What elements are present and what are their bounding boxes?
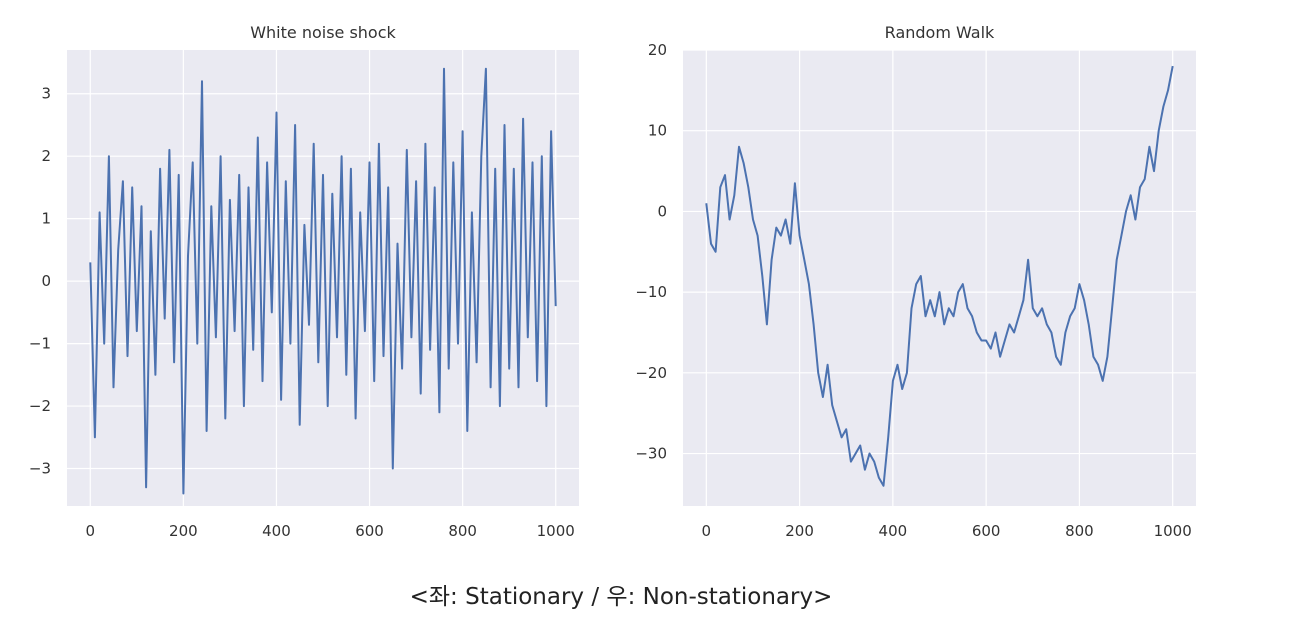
x-tick-label: 1000 — [1154, 522, 1192, 540]
chart-1: 0 200 400 600 800 1000 −3 −2 −1 0 1 2 3 White noise s… — [29, 23, 579, 540]
x-tick-label: 400 — [262, 522, 291, 540]
y-tick-label: 0 — [657, 202, 667, 220]
x-tick-label: 0 — [85, 522, 95, 540]
chart-title: White noise shock — [250, 23, 396, 42]
y-tick-label: −10 — [635, 283, 667, 301]
x-tick-label: 800 — [448, 522, 477, 540]
x-tick-label: 200 — [169, 522, 198, 540]
y-tick-label: 2 — [41, 147, 51, 165]
x-tick-label: 600 — [972, 522, 1001, 540]
x-tick-label: 200 — [785, 522, 814, 540]
y-tick-label: 10 — [648, 122, 667, 140]
series-line — [89, 67, 557, 495]
y-tick-label: −2 — [29, 397, 51, 415]
x-tick-label: 600 — [355, 522, 384, 540]
y-tick-label: 20 — [648, 41, 667, 59]
y-tick-label: −30 — [635, 445, 667, 463]
chart-2: 0 200 400 600 800 1000 −30 −20 −10 0 10 20 Random Wa… — [635, 23, 1196, 540]
x-tick-label: 1000 — [537, 522, 575, 540]
y-tick-label: 3 — [41, 85, 51, 103]
y-tick-label: −3 — [29, 460, 51, 478]
series-line — [705, 65, 1174, 487]
x-tick-label: 800 — [1065, 522, 1094, 540]
y-tick-label: −20 — [635, 364, 667, 382]
y-tick-label: 1 — [41, 210, 51, 228]
plot-area — [683, 50, 1196, 506]
x-tick-label: 0 — [702, 522, 712, 540]
x-tick-label: 400 — [879, 522, 908, 540]
y-tick-label: −1 — [29, 335, 51, 353]
chart-title: Random Walk — [885, 23, 995, 42]
y-tick-label: 0 — [41, 272, 51, 290]
figure-caption: <좌: Stationary / 우: Non-stationary> — [409, 584, 833, 610]
